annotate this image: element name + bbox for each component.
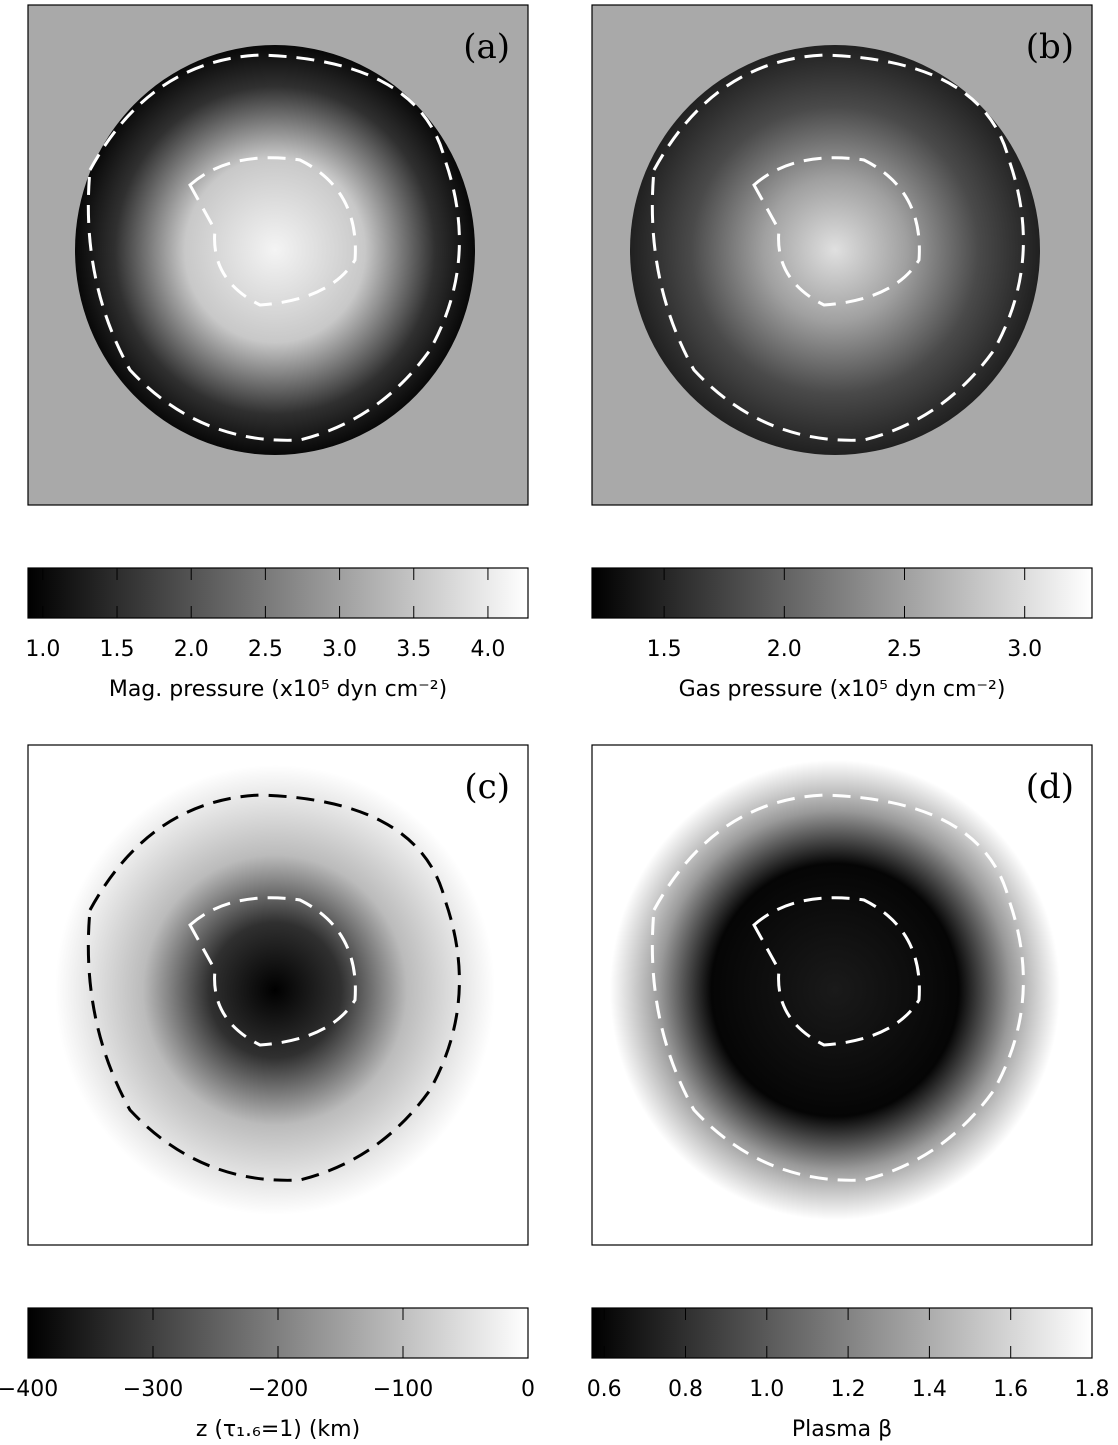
colorbar-tick-label: −400: [0, 1377, 58, 1402]
panel-label: (a): [463, 27, 510, 67]
colorbar-tick-label: 1.5: [647, 637, 682, 662]
colorbar-label: z (τ₁.₆=1) (km): [196, 1417, 360, 1442]
figure: (a) 1.0 1.5 2.0 2.5 3.0 3.5 4.0 Mag. pressure (x…: [0, 0, 1118, 1445]
panel-d: [592, 745, 1092, 1245]
colorbar: [28, 568, 528, 618]
colorbar-tick-label: 1.6: [993, 1377, 1028, 1402]
colorbar-tick-label: 1.2: [831, 1377, 866, 1402]
panel-b: [592, 5, 1092, 505]
colorbar-tick-label: 3.5: [396, 637, 431, 662]
panel-label: (d): [1026, 767, 1074, 807]
colorbar-tick-label: 1.0: [749, 1377, 784, 1402]
colorbar-tick-label: 0.6: [587, 1377, 622, 1402]
panel-label: (b): [1026, 27, 1074, 67]
colorbar-tick-label: 1.8: [1075, 1377, 1110, 1402]
colorbar-tick-label: 4.0: [470, 637, 505, 662]
colorbar-tick-label: 2.0: [174, 637, 209, 662]
colorbar-tick-label: 2.0: [767, 637, 802, 662]
panel-label: (c): [464, 767, 510, 807]
colorbar-tick-label: 1.4: [912, 1377, 947, 1402]
colorbar-tick-label: −100: [373, 1377, 433, 1402]
colorbar-tick-label: 1.5: [100, 637, 135, 662]
panel-c: [28, 745, 528, 1245]
colorbar-tick-label: 0.8: [668, 1377, 703, 1402]
colorbar-tick-label: 2.5: [248, 637, 283, 662]
colorbar-tick-label: 0: [521, 1377, 535, 1402]
colorbar-tick-label: 3.0: [1007, 637, 1042, 662]
colorbar: [592, 568, 1092, 618]
panel-a: [28, 5, 528, 505]
colorbar-tick-label: 2.5: [887, 637, 922, 662]
colorbar-tick-label: −300: [123, 1377, 183, 1402]
colorbar-label: Plasma β: [792, 1417, 892, 1442]
colorbar: [592, 1308, 1092, 1358]
colorbar-label: Mag. pressure (x10⁵ dyn cm⁻²): [109, 677, 447, 702]
colorbar-tick-label: 1.0: [25, 637, 60, 662]
colorbar-tick-label: 3.0: [322, 637, 357, 662]
colorbar-label: Gas pressure (x10⁵ dyn cm⁻²): [679, 677, 1006, 702]
colorbar-tick-label: −200: [248, 1377, 308, 1402]
